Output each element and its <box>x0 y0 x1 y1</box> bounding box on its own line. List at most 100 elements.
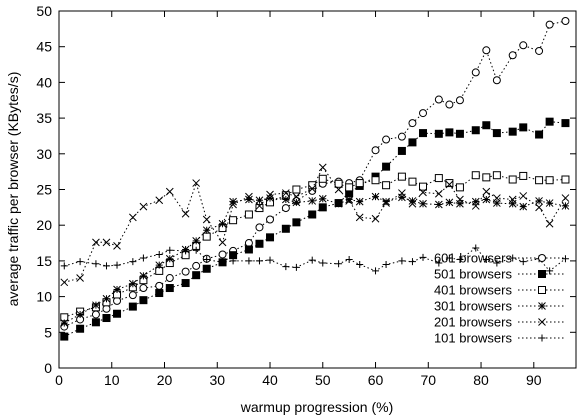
data-point <box>408 199 417 208</box>
legend-entry: 201 browsers <box>434 315 566 330</box>
data-point <box>434 200 443 209</box>
data-point <box>60 262 68 270</box>
data-point <box>561 119 570 128</box>
data-point <box>471 197 480 206</box>
data-point <box>155 289 164 298</box>
data-point <box>292 198 301 207</box>
data-point <box>382 199 390 207</box>
data-point <box>356 260 364 268</box>
data-point <box>165 284 174 293</box>
data-point <box>266 194 274 202</box>
data-point <box>334 179 343 188</box>
data-point <box>355 179 364 188</box>
data-point <box>434 129 443 138</box>
data-point <box>482 46 491 55</box>
y-tick-label: 30 <box>36 146 52 162</box>
data-point <box>509 254 517 262</box>
data-point <box>165 187 174 196</box>
legend-entry: 501 browsers <box>434 267 566 282</box>
data-point <box>245 192 253 201</box>
y-tick-label: 40 <box>36 74 52 90</box>
data-point <box>345 197 354 205</box>
data-point <box>113 261 121 269</box>
data-point <box>60 332 69 341</box>
data-point <box>203 255 211 263</box>
x-tick-label: 90 <box>526 372 542 388</box>
y-tick-label: 25 <box>36 182 52 198</box>
data-point <box>245 257 253 265</box>
data-point <box>561 202 570 210</box>
data-point <box>382 260 390 268</box>
data-point <box>408 119 417 128</box>
data-point <box>192 237 201 245</box>
data-point <box>128 302 137 311</box>
data-point <box>419 182 428 191</box>
data-point <box>508 175 517 184</box>
data-point <box>319 259 327 267</box>
data-point <box>129 279 137 288</box>
legend-label: 101 browsers <box>434 331 513 346</box>
data-point <box>102 314 111 323</box>
data-point <box>408 177 417 186</box>
data-point <box>455 183 464 192</box>
data-point <box>166 246 174 254</box>
data-point <box>129 213 137 222</box>
data-point <box>519 41 528 50</box>
data-point <box>434 95 443 104</box>
data-point <box>492 76 501 85</box>
data-point <box>334 199 343 208</box>
data-point <box>229 216 238 225</box>
data-point <box>482 173 491 182</box>
data-point <box>92 238 100 247</box>
data-point <box>182 247 190 255</box>
legend-label: 501 browsers <box>434 267 513 282</box>
data-point <box>538 318 546 326</box>
data-point <box>419 109 428 118</box>
data-point <box>408 197 417 205</box>
data-point <box>255 202 264 210</box>
data-point <box>155 281 164 290</box>
data-point <box>218 250 227 259</box>
data-point <box>255 257 263 265</box>
data-point <box>192 261 201 270</box>
data-point <box>445 254 453 262</box>
legend-entry: 601 browsers <box>434 251 566 266</box>
data-point <box>266 190 274 199</box>
data-point <box>445 198 454 207</box>
data-point <box>218 238 227 247</box>
data-point <box>155 261 164 270</box>
data-point <box>535 203 543 212</box>
y-tick-label: 5 <box>44 324 52 340</box>
x-tick-label: 0 <box>55 372 63 388</box>
legend-label: 601 browsers <box>434 251 513 266</box>
data-point <box>538 302 546 310</box>
data-point <box>202 232 211 241</box>
data-point <box>255 239 264 248</box>
data-point <box>538 254 546 262</box>
data-point <box>76 310 84 319</box>
x-tick-label: 10 <box>104 372 120 388</box>
x-tick-label: 50 <box>315 372 331 388</box>
data-point <box>165 274 174 283</box>
data-point <box>546 267 554 275</box>
data-point <box>155 196 164 205</box>
data-point <box>456 199 464 208</box>
data-point <box>372 267 380 275</box>
data-point <box>292 263 300 271</box>
data-point <box>456 255 464 263</box>
data-point <box>371 192 380 201</box>
data-point <box>471 68 480 77</box>
data-point <box>535 130 544 139</box>
data-point <box>471 126 480 135</box>
data-point <box>382 162 391 171</box>
x-tick-label: 80 <box>473 372 489 388</box>
data-point <box>419 188 427 197</box>
data-point <box>561 16 570 25</box>
data-point <box>545 219 554 228</box>
data-point <box>561 255 569 263</box>
data-point <box>398 189 406 197</box>
data-point <box>192 179 201 187</box>
series-5 <box>60 163 570 287</box>
